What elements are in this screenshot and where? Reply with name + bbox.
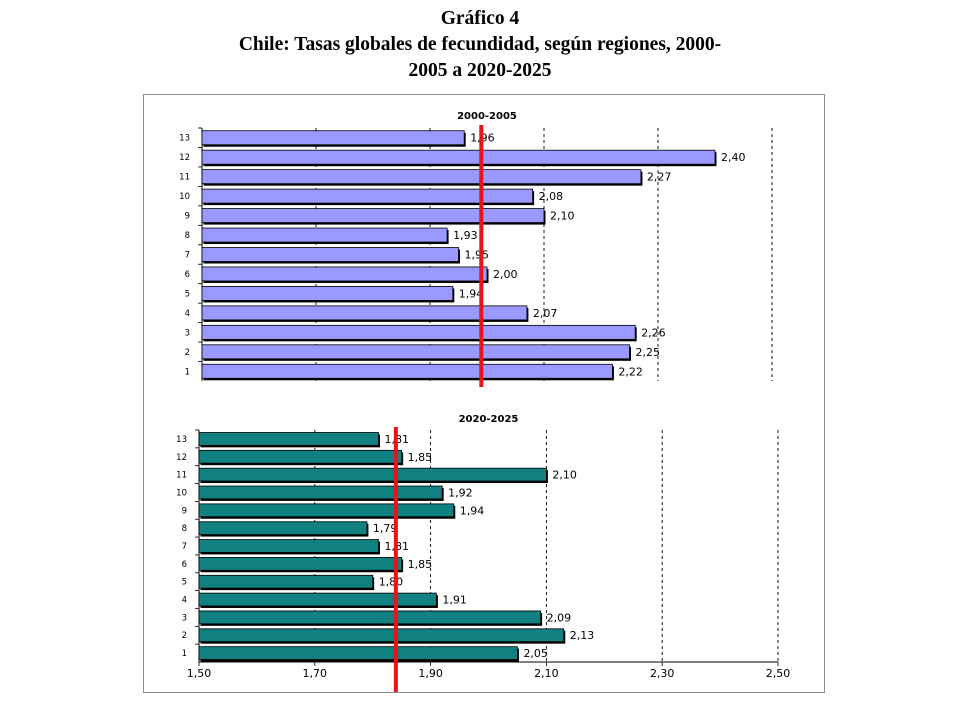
panel-2-category-label-5: 5 [182, 578, 187, 588]
panel-2-bar-13 [198, 432, 379, 446]
panel-1-category-label-5: 5 [185, 289, 190, 299]
panel-1-category-label-6: 6 [185, 270, 190, 280]
panel-2-value-label-10: 1,92 [448, 486, 473, 499]
panel-1-bar-3 [201, 324, 636, 340]
panel-2-value-label-3: 2,09 [547, 611, 572, 624]
panel-2-x-tick-label-1: 1,50 [187, 667, 212, 680]
panel-1-bar-11 [201, 169, 642, 185]
panel-1-bar-5 [201, 286, 454, 301]
panel-1-category-label-7: 7 [185, 251, 190, 261]
panel-1-bar-7 [201, 247, 459, 262]
panel-2-category-label-10: 10 [176, 488, 187, 498]
panel-1-category-label-8: 8 [185, 231, 190, 241]
chart-svg: 2000-2005 1 2,22 2 2,25 3 2,26 4 2,07 5 1,94 6 2,00 7… [176, 111, 791, 692]
panel-2-value-label-1: 2,05 [523, 647, 548, 660]
panel-1-value-label-9: 2,10 [550, 210, 575, 223]
panel-1-value-label-5: 1,94 [459, 287, 484, 300]
panel-2-value-label-9: 1,94 [460, 504, 485, 517]
panel-2-bar-10 [198, 485, 443, 500]
panel-1-category-label-12: 12 [179, 153, 190, 163]
panel-2-bar-4 [198, 592, 437, 607]
panel-1-value-label-3: 2,26 [641, 326, 666, 339]
panel-1-value-label-6: 2,00 [493, 268, 518, 281]
panel-1-value-label-2: 2,25 [636, 346, 661, 359]
panel-1-category-label-13: 13 [179, 134, 190, 144]
panel-2-x-tick-label-3: 1,90 [418, 667, 443, 680]
panel-1-bar-2 [201, 344, 630, 360]
panel-2-category-label-3: 3 [182, 613, 187, 623]
panel-2-value-label-6: 1,85 [408, 558, 433, 571]
panel-2-category-label-6: 6 [182, 560, 187, 570]
panel-2-bar-3 [198, 610, 542, 625]
panel-2-category-label-9: 9 [182, 506, 187, 516]
panel-2-bar-2 [198, 628, 565, 643]
panel-2-bar-12 [198, 449, 403, 464]
chart-title-line-3: 2005 a 2020-2025 [408, 60, 552, 81]
panel-1-category-label-1: 1 [185, 367, 190, 377]
panel-1-category-label-9: 9 [185, 212, 190, 222]
panel-2-category-label-1: 1 [182, 649, 187, 659]
panel-2-bar-7 [198, 539, 379, 553]
panel-1-title: 2000-2005 [457, 111, 517, 122]
panel-1-category-label-4: 4 [185, 309, 190, 319]
chart-title-line-2: Chile: Tasas globales de fecundidad, seg… [238, 34, 722, 55]
panel-2-bar-11 [198, 467, 547, 482]
panel-2-bar-8 [198, 521, 368, 535]
panel-1-category-label-10: 10 [179, 192, 190, 202]
panel-2-value-label-2: 2,13 [570, 629, 595, 642]
chart-frame: 2000-2005 1 2,22 2 2,25 3 2,26 4 2,07 5 1,94 6 2,00 7… [143, 94, 825, 693]
panel-2-category-label-2: 2 [182, 631, 187, 641]
chart-title-block: Gráfico 4 Chile: Tasas globales de fecun… [0, 6, 960, 84]
panel-2-bar-6 [198, 557, 403, 571]
panel-2-bar-1 [198, 646, 518, 660]
panel-2-value-label-11: 2,10 [552, 469, 577, 482]
panel-2-category-label-12: 12 [176, 453, 187, 463]
panel-1-category-label-2: 2 [185, 348, 190, 358]
panel-2-bar-5 [198, 574, 374, 589]
panel-1-value-label-12: 2,40 [721, 151, 746, 164]
panel-1-bar-13 [201, 130, 465, 146]
panel-2-value-label-5: 1,80 [379, 576, 404, 589]
panel-2-category-label-4: 4 [182, 596, 187, 606]
panel-1-value-label-8: 1,93 [453, 229, 478, 242]
panel-2-bar-9 [198, 503, 455, 518]
panel-2-value-label-4: 1,91 [442, 594, 467, 607]
panel-2-value-label-12: 1,85 [408, 451, 433, 464]
panel-2-x-tick-label-5: 2,30 [650, 667, 675, 680]
panel-1-value-label-4: 2,07 [533, 307, 558, 320]
panel-1-bar-9 [201, 208, 545, 223]
panel-1-value-label-10: 2,08 [539, 190, 564, 203]
panel-1-value-label-11: 2,27 [647, 171, 672, 184]
panel-1-category-label-3: 3 [185, 328, 190, 338]
panel-2-value-label-8: 1,79 [373, 522, 398, 535]
panel-2-title: 2020-2025 [459, 414, 519, 425]
panel-1-bar-4 [201, 305, 528, 321]
panel-1-value-label-1: 2,22 [618, 365, 643, 378]
panel-1-bar-10 [201, 188, 534, 204]
panel-1-bar-8 [201, 227, 448, 243]
panel-1-value-label-7: 1,95 [465, 249, 490, 262]
panel-1-category-label-11: 11 [179, 173, 190, 183]
panel-2-category-label-7: 7 [182, 542, 187, 552]
panel-1-bar-6 [201, 266, 488, 282]
panel-2-category-label-8: 8 [182, 524, 187, 534]
panel-1-bar-12 [201, 149, 716, 165]
panel-2-category-label-13: 13 [176, 435, 187, 445]
chart-title-line-1: Gráfico 4 [440, 8, 520, 29]
panel-2-x-tick-label-4: 2,10 [534, 667, 559, 680]
panel-2-x-tick-label-6: 2,50 [766, 667, 791, 680]
panel-2-x-tick-label-2: 1,70 [303, 667, 328, 680]
panel-2-category-label-11: 11 [176, 471, 187, 481]
panel-1-bar-1 [201, 363, 613, 379]
